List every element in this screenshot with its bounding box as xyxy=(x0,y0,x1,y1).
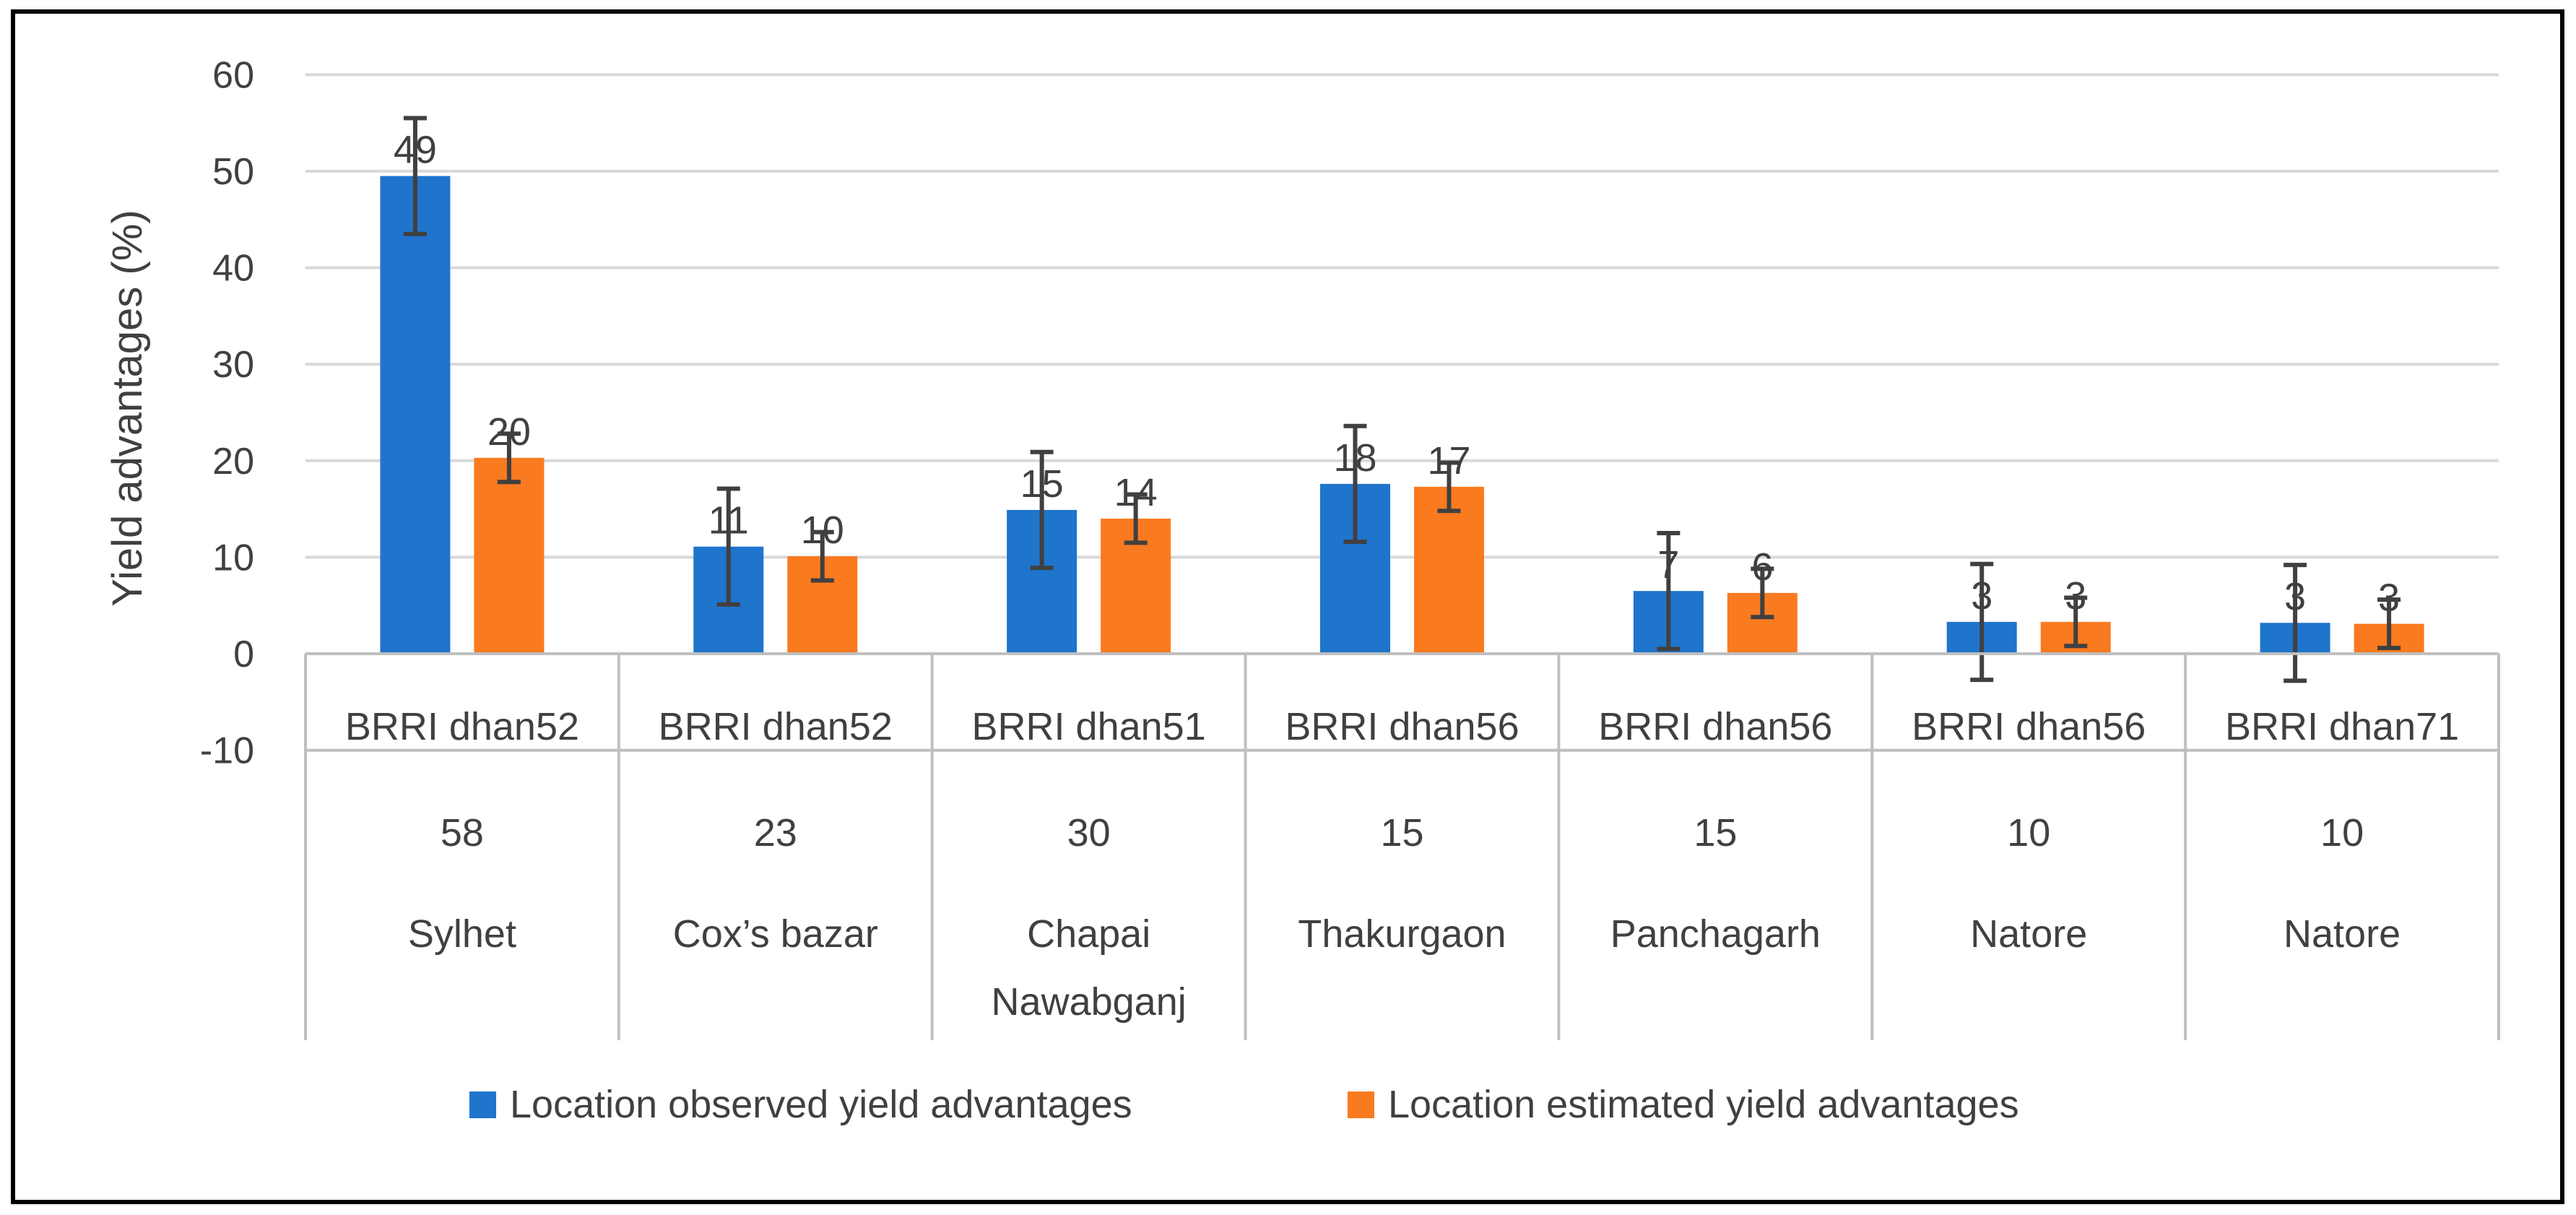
category-location-label: Sylhet xyxy=(408,912,516,956)
y-axis-ticks: 60 50 40 30 20 10 0 -10 xyxy=(200,54,254,771)
category-sample-label: 58 xyxy=(441,811,484,855)
category-variety-label: BRRI dhan71 xyxy=(2225,705,2459,748)
data-label-observed: 7 xyxy=(1657,543,1679,587)
data-label-observed: 18 xyxy=(1333,436,1376,480)
data-labels: 49 11 15 18 7 3 3 20 10 14 17 6 3 3 xyxy=(394,129,2400,620)
category-location-label-line2: Nawabganj xyxy=(992,980,1187,1024)
category-sample-label: 23 xyxy=(754,811,797,855)
category-location-label: Thakurgaon xyxy=(1298,912,1506,956)
data-label-observed: 11 xyxy=(708,499,749,542)
category-location-label: Panchagarh xyxy=(1610,912,1821,956)
data-label-estimated: 14 xyxy=(1114,471,1158,514)
bar-observed xyxy=(380,176,451,654)
category-variety-label: BRRI dhan56 xyxy=(1912,705,2146,748)
data-label-estimated: 10 xyxy=(801,509,844,552)
data-label-observed: 15 xyxy=(1020,462,1064,506)
y-tick-label: 60 xyxy=(212,54,254,96)
data-label-estimated: 3 xyxy=(2378,576,2400,620)
category-variety-label: BRRI dhan52 xyxy=(659,705,893,748)
category-location-label: Cox’s bazar xyxy=(673,912,878,956)
data-label-estimated: 3 xyxy=(2065,574,2086,618)
category-sample-label: 10 xyxy=(2320,811,2364,855)
legend-swatch-estimated xyxy=(1348,1091,1374,1118)
category-variety-label: BRRI dhan56 xyxy=(1598,705,1832,748)
data-label-observed: 3 xyxy=(2284,575,2306,618)
category-variety-label: BRRI dhan56 xyxy=(1285,705,1519,748)
y-tick-label: 40 xyxy=(212,248,254,290)
bar-estimated xyxy=(1414,486,1484,654)
legend-label-estimated: Location estimated yield advantages xyxy=(1388,1083,2019,1126)
y-tick-label: 20 xyxy=(212,441,254,483)
y-tick-label: -10 xyxy=(200,730,254,772)
category-location-label: Natore xyxy=(1970,912,2087,956)
error-bars xyxy=(403,116,2401,683)
data-label-estimated: 20 xyxy=(487,410,531,454)
category-sample-label: 15 xyxy=(1694,811,1737,855)
bars xyxy=(380,176,2424,654)
data-label-estimated: 6 xyxy=(1751,545,1773,589)
category-sample-label: 10 xyxy=(2007,811,2050,855)
data-label-observed: 3 xyxy=(1971,574,1992,618)
legend-swatch-observed xyxy=(469,1091,496,1118)
category-variety-label: BRRI dhan51 xyxy=(972,705,1206,748)
y-tick-label: 0 xyxy=(233,634,254,675)
legend-label-observed: Location observed yield advantages xyxy=(510,1083,1132,1126)
legend: Location observed yield advantages Locati… xyxy=(469,1083,2019,1126)
data-label-observed: 49 xyxy=(394,129,437,172)
category-location-label: Chapai xyxy=(1027,912,1150,956)
data-label-estimated: 17 xyxy=(1427,439,1470,483)
y-axis-label: Yield advantages (%) xyxy=(104,209,151,606)
category-location-label: Natore xyxy=(2284,912,2401,956)
y-tick-label: 10 xyxy=(212,537,254,579)
y-tick-label: 50 xyxy=(212,151,254,193)
category-sample-label: 30 xyxy=(1067,811,1111,855)
y-tick-label: 30 xyxy=(212,344,254,386)
bar-estimated xyxy=(474,457,545,654)
category-sample-label: 15 xyxy=(1380,811,1423,855)
category-variety-label: BRRI dhan52 xyxy=(345,705,579,748)
category-axis: BRRI dhan52 58 Sylhet BRRI dhan52 23 Cox’s ba… xyxy=(304,652,2500,1040)
